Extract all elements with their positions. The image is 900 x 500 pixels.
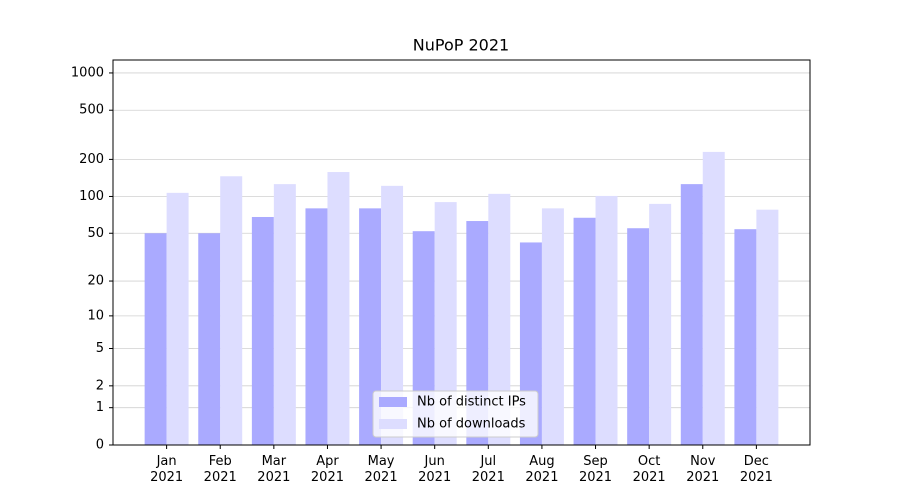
bar xyxy=(680,184,703,445)
bar xyxy=(273,184,296,445)
y-tick-label: 500 xyxy=(79,103,104,118)
bar xyxy=(734,229,757,445)
x-tick-label: Apr 2021 xyxy=(311,454,344,485)
bar xyxy=(627,228,650,445)
y-tick-label: 1000 xyxy=(71,65,104,80)
legend-label: Nb of distinct IPs xyxy=(417,395,526,410)
bar xyxy=(649,203,672,445)
bar xyxy=(251,216,274,445)
bar xyxy=(702,151,725,446)
bar xyxy=(434,202,457,445)
x-tick-label: May 2021 xyxy=(365,454,398,485)
x-tick-label: Nov 2021 xyxy=(686,454,719,485)
y-tick-label: 200 xyxy=(79,152,104,167)
bar xyxy=(144,233,167,445)
chart-title: NuPoP 2021 xyxy=(413,36,509,55)
x-tick-label: Jan 2021 xyxy=(150,454,183,485)
bar xyxy=(305,208,328,445)
x-tick-label: Sep 2021 xyxy=(579,454,612,485)
y-tick-label: 20 xyxy=(87,274,104,289)
bar xyxy=(166,192,189,445)
bar xyxy=(359,208,382,445)
y-tick-label: 10 xyxy=(87,308,104,323)
legend-box xyxy=(372,390,539,438)
x-tick-label: Jun 2021 xyxy=(418,454,451,485)
bar xyxy=(541,208,564,445)
x-tick-label: Dec 2021 xyxy=(740,454,773,485)
x-tick-label: Oct 2021 xyxy=(633,454,666,485)
bar xyxy=(488,193,511,445)
bar xyxy=(573,217,596,445)
bar xyxy=(220,176,243,445)
bar xyxy=(327,172,350,445)
y-tick-label: 50 xyxy=(87,226,104,241)
legend-label: Nb of downloads xyxy=(417,417,526,432)
y-tick-label: 100 xyxy=(79,189,104,204)
legend-swatch xyxy=(379,419,407,429)
x-tick-label: Feb 2021 xyxy=(204,454,237,485)
x-tick-label: Jul 2021 xyxy=(472,454,505,485)
y-tick-label: 5 xyxy=(96,341,104,356)
bar xyxy=(198,233,221,445)
plot-frame xyxy=(112,59,811,446)
bar xyxy=(595,195,618,445)
x-tick-label: Aug 2021 xyxy=(525,454,558,485)
y-tick-label: 0 xyxy=(96,438,104,453)
bar xyxy=(381,185,404,446)
y-tick-label: 2 xyxy=(96,378,104,393)
bar xyxy=(756,209,779,445)
y-tick-label: 1 xyxy=(96,400,104,415)
bar xyxy=(466,221,489,445)
legend-swatch xyxy=(379,397,407,407)
x-tick-label: Mar 2021 xyxy=(257,454,290,485)
